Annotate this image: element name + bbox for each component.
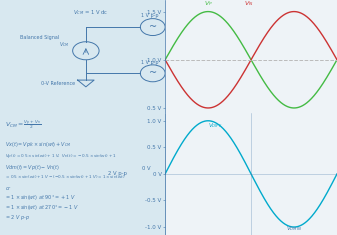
Text: $V_N$: $V_N$ [244, 0, 253, 8]
Text: $V_p$: $V_p$ [175, 22, 183, 32]
Text: $Vx(t) = Vpk \times sin(wt) + V_{CM}$: $Vx(t) = Vpk \times sin(wt) + V_{CM}$ [5, 140, 71, 149]
Text: 1 V p-p: 1 V p-p [141, 60, 158, 65]
Text: $V_n$: $V_n$ [175, 69, 183, 78]
Text: $= 2\ V\ p\text{-}p$: $= 2\ V\ p\text{-}p$ [5, 213, 30, 222]
Text: 0 V: 0 V [142, 166, 151, 171]
Text: $= 0.5 \times sin(wt) + 1\ V - (-0.5 \times sin(wt) + 1\ V) = 1 \times sin(wt)$: $= 0.5 \times sin(wt) + 1\ V - (-0.5 \ti… [5, 173, 125, 180]
Text: $V_{CM}$: $V_{CM}$ [59, 40, 69, 49]
Text: $Vdm(t) = Vp(t) - Vn(t)$: $Vdm(t) = Vp(t) - Vn(t)$ [5, 163, 60, 172]
Text: ~: ~ [149, 22, 157, 32]
Text: $V_{DIFF}$: $V_{DIFF}$ [208, 121, 222, 130]
Text: $Vp(t) = 0.5 \times sin(wt) + 1\ V,\ Vn(t) = -0.5 \times sin(wt) + 1$: $Vp(t) = 0.5 \times sin(wt) + 1\ V,\ Vn(… [5, 152, 117, 160]
Text: 1 V p-p: 1 V p-p [141, 13, 158, 19]
Text: $= 1 \times sin(wt)\ at\ 90°= +1\ V$: $= 1 \times sin(wt)\ at\ 90°= +1\ V$ [5, 193, 76, 202]
Text: $V_P$: $V_P$ [204, 0, 213, 8]
Text: $V_{DMIN}$: $V_{DMIN}$ [286, 224, 302, 233]
Text: 0-V Reference: 0-V Reference [41, 81, 75, 86]
Text: $or$: $or$ [5, 184, 12, 192]
Text: $V_{CM}$ = 1 V dc: $V_{CM}$ = 1 V dc [73, 8, 109, 17]
Text: 2 V p-p: 2 V p-p [108, 171, 127, 176]
Text: ~: ~ [149, 68, 157, 78]
Text: $V_{CM} = \frac{V_p + V_n}{2}$: $V_{CM} = \frac{V_p + V_n}{2}$ [5, 119, 41, 132]
Text: $= 1 \times sin(wt)\ at\ 270°= -1\ V$: $= 1 \times sin(wt)\ at\ 270°= -1\ V$ [5, 203, 79, 212]
Text: Balanced Signal: Balanced Signal [20, 35, 59, 40]
